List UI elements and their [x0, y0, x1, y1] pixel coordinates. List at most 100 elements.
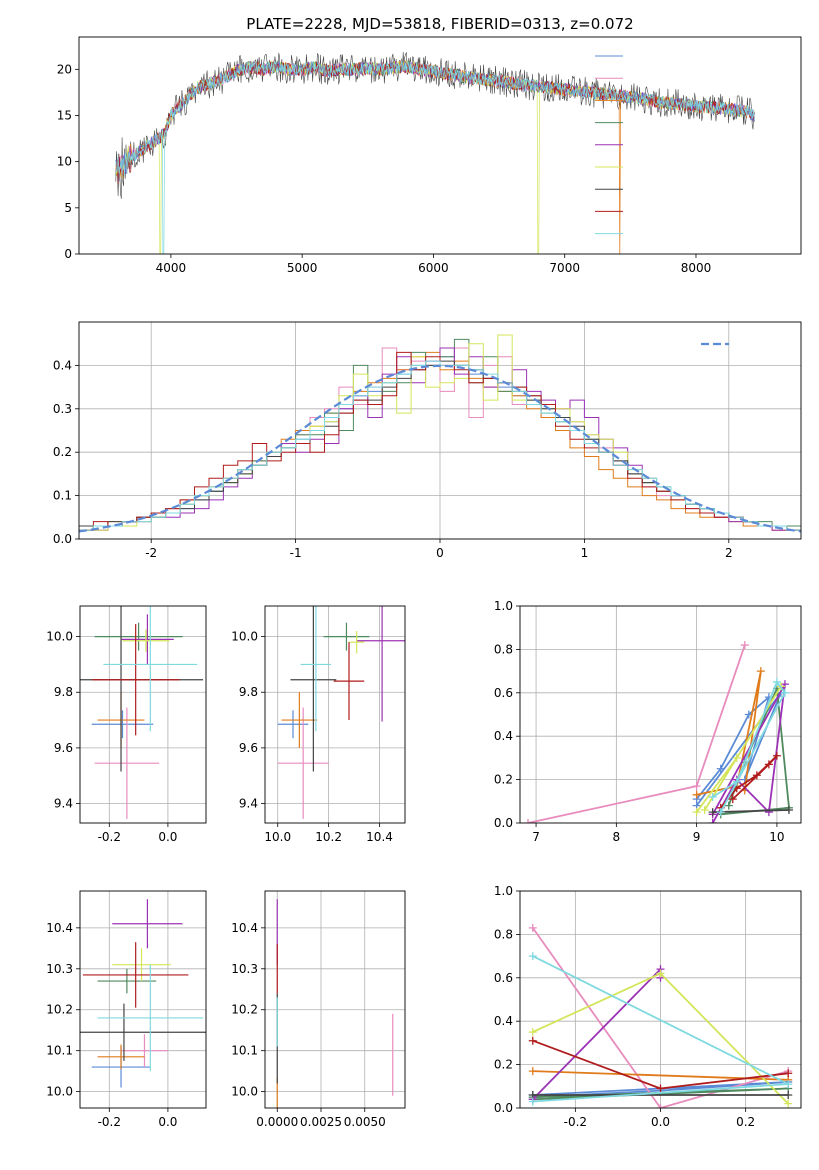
x-tick-label: 8 — [613, 830, 621, 844]
y-tick-label: 5 — [64, 201, 72, 215]
y-tick-label: 9.4 — [239, 797, 258, 811]
x-tick-label: 1 — [581, 546, 589, 560]
panel-weight-vs-age: 7 8 9 10 0.0 0.2 0.4 0.6 0.8 1.0 — [494, 599, 802, 844]
panel-mass-vs-Z: -0.2 0.0 10.0 10.1 10.2 10.3 10.4 — [46, 890, 207, 1129]
y-tick-label: 10.3 — [46, 962, 73, 976]
y-tick-label: 0.6 — [494, 686, 513, 700]
y-tick-label: 10.0 — [46, 1085, 73, 1099]
y-tick-label: 0.0 — [53, 532, 72, 546]
y-tick-label: 0.6 — [494, 971, 513, 985]
y-tick-label: 10.0 — [231, 630, 258, 644]
y-tick-label: 10.4 — [46, 921, 73, 935]
x-tick-label: 0.0000 — [256, 1115, 298, 1129]
x-tick-label: 5000 — [287, 261, 318, 275]
weight-marker — [740, 641, 749, 650]
weight-marker — [528, 952, 537, 961]
panel-age-vs-mass: 10.0 10.2 10.4 9.4 9.6 9.8 10.0 — [231, 605, 406, 844]
weight-marker — [784, 1080, 793, 1089]
x-tick-label: -0.2 — [98, 830, 121, 844]
weight-marker — [708, 819, 717, 823]
weight-marker — [656, 1104, 665, 1108]
figure-title: PLATE=2228, MJD=53818, FIBERID=0313, z=0… — [246, 15, 633, 33]
panel-weight-vs-Z: -0.2 0.0 0.2 0.0 0.2 0.4 0.6 0.8 1.0 — [494, 884, 802, 1129]
y-tick-label: 1.0 — [494, 599, 513, 613]
weight-marker — [752, 771, 761, 780]
y-tick-label: 10.2 — [46, 1003, 73, 1017]
x-tick-label: 0.0 — [651, 1115, 670, 1129]
axes-frame — [264, 890, 406, 1109]
y-tick-label: 0.4 — [494, 729, 513, 743]
x-tick-label: 8000 — [681, 261, 712, 275]
y-tick-label: 0.1 — [53, 489, 72, 503]
weight-marker — [784, 1069, 793, 1078]
y-tick-label: 10.3 — [231, 962, 258, 976]
x-tick-label: 10.4 — [366, 830, 393, 844]
y-tick-label: 9.8 — [239, 685, 258, 699]
weight-line-7 — [720, 754, 778, 809]
weight-marker — [716, 808, 725, 817]
y-tick-label: 10.1 — [231, 1044, 258, 1058]
x-tick-label: 9 — [693, 830, 701, 844]
y-tick-label: 0.0 — [494, 816, 513, 830]
axes-frame — [519, 890, 802, 1109]
panels-layer: 4000 5000 6000 7000 8000 0 5 10 15 20 -2 -1 0 1 2 0.0 0.… — [46, 36, 802, 1129]
axes-frame — [78, 36, 802, 255]
panel-age-vs-Z: -0.2 0.0 9.4 9.6 9.8 10.0 — [46, 605, 207, 844]
x-tick-label: 10.2 — [315, 830, 342, 844]
y-tick-label: 9.6 — [54, 741, 73, 755]
x-tick-label: 6000 — [418, 261, 449, 275]
y-tick-label: 0.8 — [494, 642, 513, 656]
spectrum-series-8 — [115, 60, 755, 254]
weight-marker — [724, 801, 733, 810]
weight-marker — [528, 1028, 537, 1037]
axes-frame — [79, 605, 207, 824]
plot-area — [80, 606, 206, 823]
y-tick-label: 15 — [57, 108, 72, 122]
y-tick-label: 0.3 — [53, 402, 72, 416]
y-tick-label: 10.2 — [231, 1003, 258, 1017]
weight-marker — [728, 795, 737, 804]
panel-spectrum: 4000 5000 6000 7000 8000 0 5 10 15 20 — [57, 36, 802, 275]
weight-marker — [756, 667, 765, 676]
weight-marker — [708, 808, 717, 817]
x-tick-label: 2 — [725, 546, 733, 560]
weight-marker — [656, 969, 665, 978]
weight-line-5 — [695, 685, 782, 813]
weight-marker — [528, 1036, 537, 1045]
x-tick-label: 0.2 — [736, 1115, 755, 1129]
plot-area — [265, 606, 405, 823]
y-tick-label: 10.0 — [231, 1085, 258, 1099]
x-tick-label: 0.0 — [158, 1115, 177, 1129]
y-tick-label: 0.4 — [53, 358, 72, 372]
y-tick-label: 0.2 — [494, 773, 513, 787]
weight-marker — [528, 1067, 537, 1076]
x-tick-label: 0.0050 — [344, 1115, 386, 1129]
weight-marker — [528, 1097, 537, 1106]
weight-marker — [772, 677, 781, 686]
plot-area — [79, 322, 801, 539]
weight-marker — [528, 923, 537, 932]
x-tick-label: -0.2 — [98, 1115, 121, 1129]
y-tick-label: 10.1 — [46, 1044, 73, 1058]
weight-marker — [692, 790, 701, 799]
weight-marker — [716, 764, 725, 773]
x-tick-label: -1 — [290, 546, 302, 560]
x-tick-label: 0 — [436, 546, 444, 560]
y-tick-label: 10.4 — [231, 921, 258, 935]
axes-frame — [519, 605, 802, 824]
y-tick-label: 10.0 — [46, 630, 73, 644]
weight-line-6 — [712, 809, 790, 813]
weight-marker — [656, 1084, 665, 1093]
x-tick-label: 0.0025 — [300, 1115, 342, 1129]
weight-marker — [780, 688, 789, 697]
weight-marker — [764, 760, 773, 769]
plot-area — [520, 891, 801, 1108]
weight-line-1 — [532, 927, 789, 1108]
axes-frame — [78, 321, 802, 540]
axes-frame — [264, 605, 406, 824]
y-tick-label: 0.4 — [494, 1014, 513, 1028]
plot-area — [265, 891, 405, 1108]
y-tick-label: 0.8 — [494, 927, 513, 941]
weight-marker — [708, 792, 717, 801]
